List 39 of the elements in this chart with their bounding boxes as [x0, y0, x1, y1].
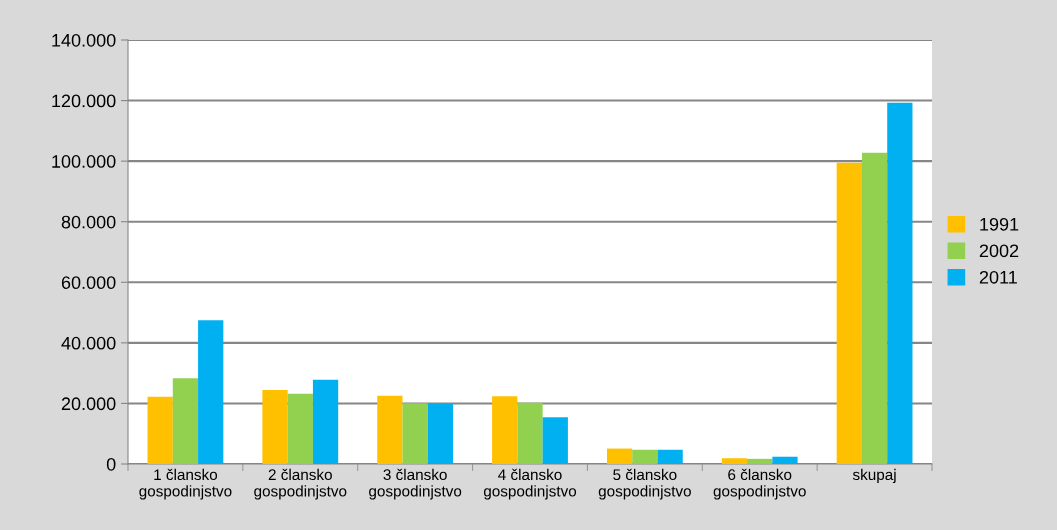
- y-tick-label: 0: [106, 457, 116, 471]
- bar: [147, 396, 173, 464]
- x-tick-label: 2 člansko gospodinjstvo: [254, 468, 347, 500]
- legend-label: 2002: [979, 244, 1019, 258]
- bar: [402, 403, 428, 464]
- y-tick-label: 20.000: [61, 397, 116, 411]
- y-tick-label: 100.000: [52, 155, 116, 168]
- bar: [632, 449, 658, 464]
- x-tick-label: 5 člansko gospodinjstvo: [598, 468, 691, 500]
- bar: [606, 448, 633, 464]
- bar: [747, 458, 773, 464]
- bar: [312, 379, 339, 464]
- bar: [198, 320, 224, 464]
- bar: [721, 458, 748, 464]
- bar: [657, 449, 683, 464]
- bar: [517, 402, 543, 464]
- x-tick-label: 3 člansko gospodinjstvo: [369, 468, 462, 500]
- x-tick-label: 4 člansko gospodinjstvo: [483, 468, 577, 500]
- y-tick-label: 40.000: [61, 336, 116, 350]
- x-tick-label: 1 člansko gospodinjstvo: [139, 468, 232, 500]
- bar: [861, 152, 888, 464]
- bar: [172, 378, 199, 464]
- bar: [262, 390, 288, 464]
- bar: [377, 395, 403, 464]
- y-tick-label: 140.000: [52, 33, 116, 47]
- bar: [542, 417, 568, 464]
- bar: [836, 162, 862, 464]
- legend-label: 1991: [980, 217, 1019, 231]
- y-tick-label: 120.000: [52, 94, 116, 108]
- bar: [772, 456, 798, 464]
- bar: [887, 102, 913, 464]
- y-tick-label: 60.000: [61, 276, 116, 290]
- bar: [492, 396, 518, 464]
- legend-label: 2011: [979, 270, 1017, 284]
- x-tick-label: skupaj: [852, 468, 896, 484]
- bar: [427, 403, 454, 464]
- x-tick-label: 6 člansko gospodinjstvo: [713, 468, 806, 500]
- y-tick-label: 80.000: [61, 215, 116, 229]
- bar: [287, 393, 313, 464]
